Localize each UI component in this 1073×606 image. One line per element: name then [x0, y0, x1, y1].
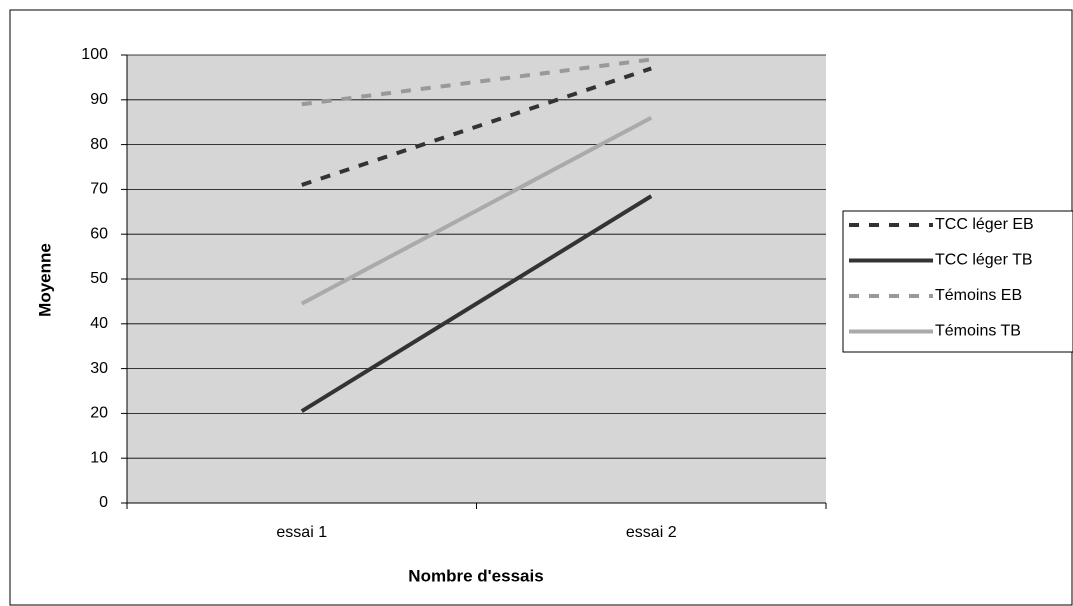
legend-box	[842, 210, 1073, 353]
x-axis-title: Nombre d'essais	[408, 566, 543, 585]
y-axis-title: Moyenne	[35, 243, 54, 317]
x-tick-label: essai 1	[276, 524, 327, 541]
y-tick-label: 100	[81, 46, 108, 63]
y-tick-label: 20	[90, 405, 108, 422]
y-tick-label: 50	[90, 270, 108, 287]
y-tick-label: 30	[90, 360, 108, 377]
legend-label: TCC léger EB	[935, 216, 1034, 233]
series-line	[300, 115, 653, 306]
y-tick-label: 80	[90, 136, 108, 153]
y-tick-label: 90	[90, 91, 108, 108]
series-line	[301, 66, 652, 187]
series-line	[300, 194, 653, 413]
x-tick-label: essai 2	[626, 524, 677, 541]
legend-label: Témoins EB	[935, 287, 1022, 304]
y-tick-label: 0	[99, 494, 108, 511]
legend-label: TCC léger TB	[935, 252, 1033, 269]
y-tick-label: 70	[90, 181, 108, 198]
legend-label: Témoins TB	[935, 323, 1021, 340]
y-tick-label: 10	[90, 449, 108, 466]
y-tick-label: 40	[90, 315, 108, 332]
y-tick-label: 60	[90, 225, 108, 242]
